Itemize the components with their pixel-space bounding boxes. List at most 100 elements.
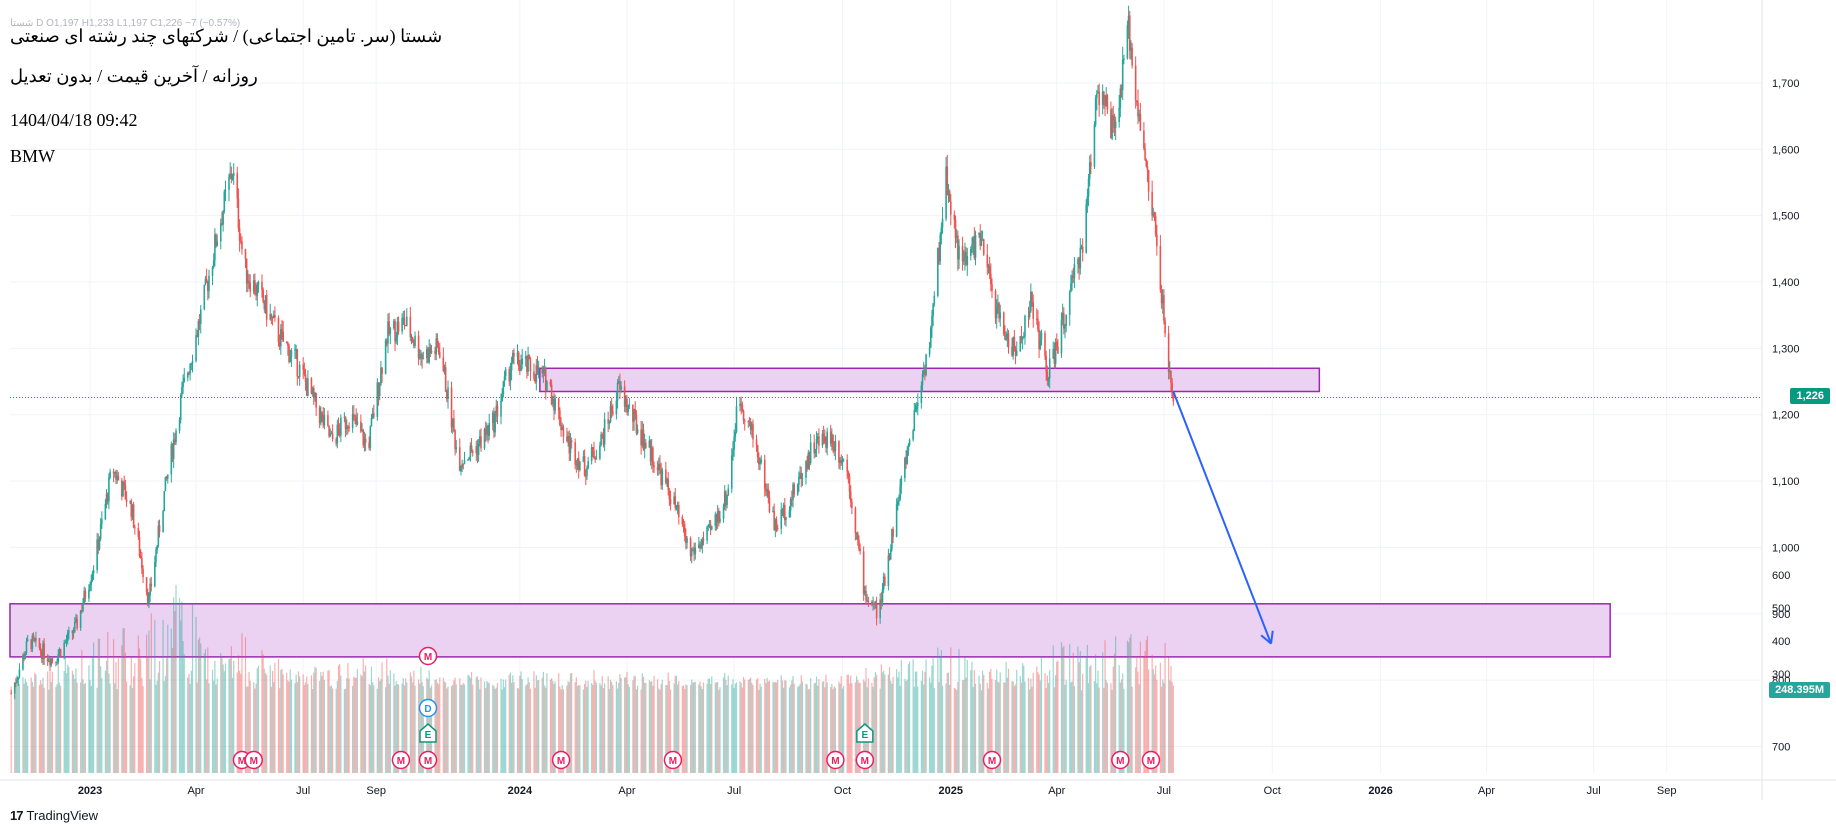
volume-bar [797,686,799,773]
volume-bar [124,652,126,773]
volume-bar [545,687,547,773]
candle-body [163,491,166,512]
volume-bar [1022,663,1024,773]
volume-bar [500,678,502,773]
candle-body [1160,289,1163,304]
volume-bar [1136,656,1138,773]
candle-body [219,223,222,242]
candle-body [632,404,634,422]
volume-bar [493,686,495,773]
candle-body [543,368,546,370]
candle-body [949,201,952,215]
volume-bar [685,684,687,773]
volume-bar [627,684,629,773]
candle-body [158,525,161,533]
volume-bar [560,689,562,773]
volume-bar [582,689,585,773]
candle-body [575,464,578,466]
volume-bar [928,677,931,773]
candle-body [231,175,234,180]
x-tick-label: Apr [618,785,635,797]
candle-body [1021,337,1024,340]
candle-body [892,528,894,537]
volume-bar [352,685,354,773]
candle-body [89,584,91,590]
volume-bar [76,682,78,773]
candle-body [450,387,453,428]
volume-bar [881,672,884,773]
volume-tick-label: 600 [1772,570,1790,582]
candle-body [179,395,182,421]
candle-body [378,384,381,396]
tradingview-brand[interactable]: 17 TradingView [10,808,98,823]
volume-bar [669,689,672,773]
volume-bar [435,679,437,773]
volume-bar [1156,679,1158,773]
time-axis[interactable]: 2023 Apr Jul Sep 2024 Apr Jul Oct 2025 Apr Jul Oct 2… [0,779,1836,797]
volume-bar [947,672,950,773]
candle-body [1031,291,1033,303]
volume-bar [513,682,515,773]
volume-bar [526,684,528,773]
volume-bar [71,670,74,773]
volume-bar [269,665,271,773]
candle-body [156,545,158,550]
volume-bar [633,676,635,773]
candle-body [686,538,688,543]
candle-body [123,482,126,486]
candle-body [510,362,513,371]
price-axis[interactable]: 7008009001,0001,1001,2001,3001,4001,5001… [1761,0,1800,800]
volume-bar [273,681,275,773]
volume-bar [855,676,858,773]
candle-body [947,190,950,196]
candle-body [1037,318,1039,330]
volume-bar [520,671,522,773]
volume-bar [636,685,639,773]
candle-body [807,452,810,470]
candle-body [698,544,700,548]
candle-body [957,235,959,260]
volume-bar [447,686,449,773]
volume-bar [1095,654,1097,773]
candle-body [460,467,462,472]
candle-body [1077,258,1079,265]
volume-bar [748,679,751,773]
candle-body [939,234,941,262]
candle-body [816,436,819,440]
candle-body [1088,162,1091,179]
volume-bar [865,668,867,773]
candle-body [616,382,619,401]
candle-body [1113,119,1116,128]
volume-bar [817,685,819,773]
volume-bar [196,682,198,773]
volume-bar [1052,645,1054,773]
candle-body [228,177,230,190]
volume-bar [322,671,324,773]
candle-body [411,337,414,343]
volume-bar [1014,684,1017,773]
volume-bar [990,668,992,773]
candle-body [579,461,581,471]
volume-bar [568,682,570,773]
volume-bar [92,642,95,773]
candle-body [468,457,471,460]
meeting-marker-label: M [424,652,432,663]
volume-bar [200,643,202,773]
candle-body [1154,216,1157,235]
candle-body [676,505,679,508]
volume-bar [798,685,800,773]
volume-bar [34,672,36,773]
candle-body [31,635,34,650]
candle-body [112,471,115,474]
candle-body [296,349,299,377]
volume-bar [396,684,398,773]
candle-body [608,422,611,424]
volume-bar [90,685,92,773]
volume-bar [381,662,383,773]
candle-body [221,223,223,225]
volume-bar [233,660,235,773]
support-resistance-zones[interactable] [9,367,1611,658]
volume-bar [1046,675,1048,773]
